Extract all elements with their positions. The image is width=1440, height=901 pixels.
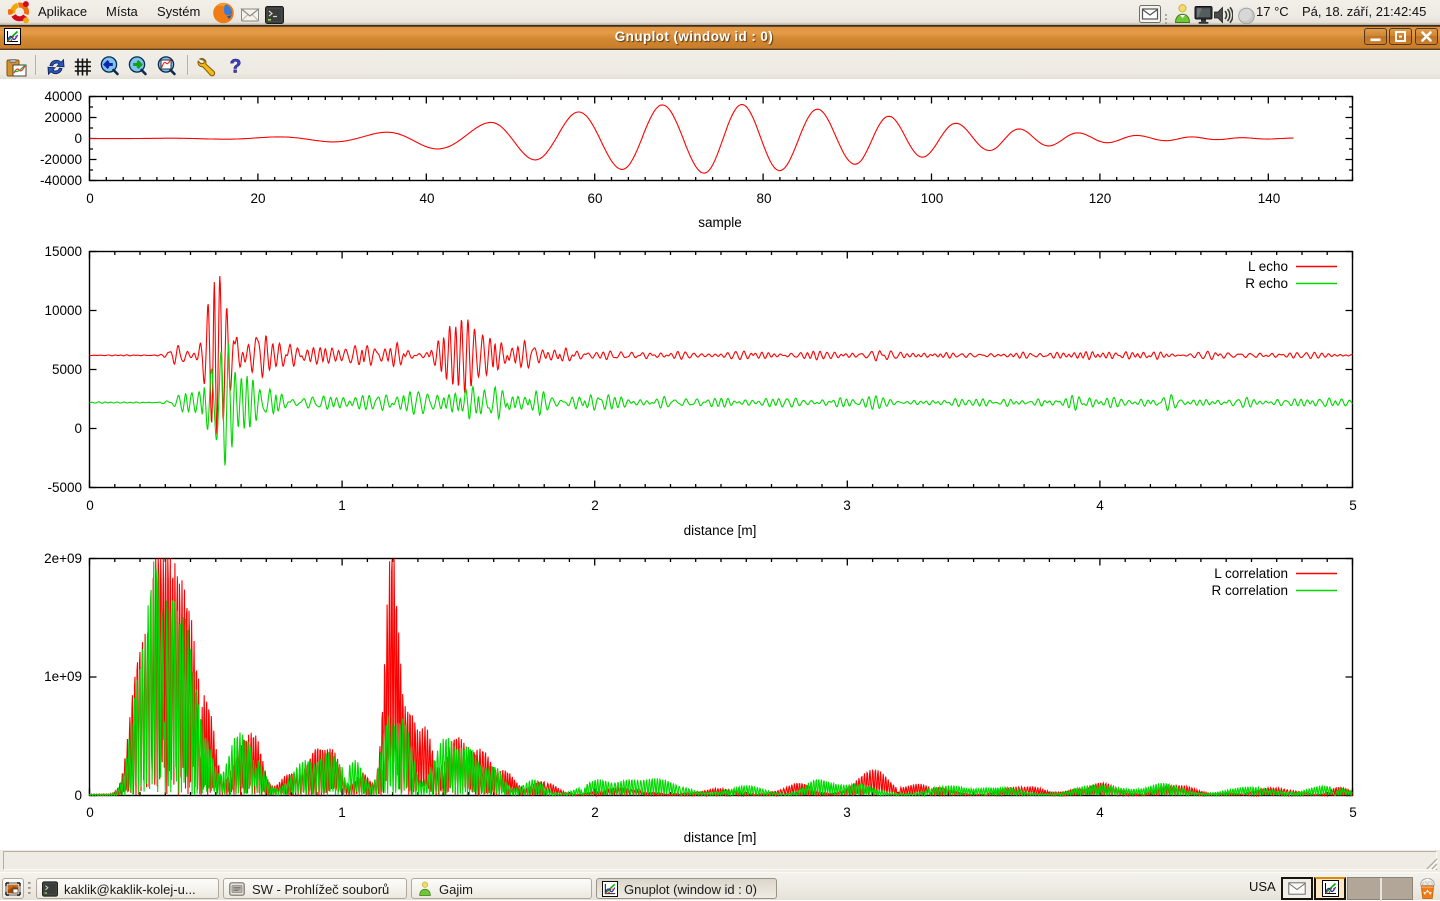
svg-text:5: 5 <box>1349 498 1357 513</box>
svg-text:R correlation: R correlation <box>1211 583 1288 598</box>
svg-text:15000: 15000 <box>44 244 82 259</box>
svg-text:L echo: L echo <box>1248 259 1288 274</box>
svg-text:0: 0 <box>74 131 82 146</box>
svg-text:100: 100 <box>921 191 944 206</box>
svg-text:3: 3 <box>843 498 851 513</box>
svg-text:60: 60 <box>587 191 602 206</box>
svg-text:-5000: -5000 <box>47 480 82 495</box>
svg-text:40000: 40000 <box>44 89 82 104</box>
svg-text:1: 1 <box>338 498 346 513</box>
svg-text:0: 0 <box>86 498 94 513</box>
svg-text:distance [m]: distance [m] <box>684 523 757 538</box>
svg-text:distance [m]: distance [m] <box>684 830 757 845</box>
svg-text:3: 3 <box>843 805 851 820</box>
svg-text:2: 2 <box>591 805 599 820</box>
svg-text:R echo: R echo <box>1245 276 1288 291</box>
svg-text:5000: 5000 <box>52 362 82 377</box>
svg-text:4: 4 <box>1096 498 1104 513</box>
svg-text:0: 0 <box>74 421 82 436</box>
svg-text:sample: sample <box>698 215 742 230</box>
svg-text:0: 0 <box>86 805 94 820</box>
svg-text:4: 4 <box>1096 805 1104 820</box>
svg-text:1e+09: 1e+09 <box>44 669 82 684</box>
svg-text:-40000: -40000 <box>40 173 82 188</box>
svg-text:80: 80 <box>756 191 771 206</box>
svg-text:-20000: -20000 <box>40 152 82 167</box>
svg-text:40: 40 <box>419 191 434 206</box>
svg-text:L correlation: L correlation <box>1214 566 1288 581</box>
svg-text:20000: 20000 <box>44 110 82 125</box>
svg-text:120: 120 <box>1089 191 1112 206</box>
svg-text:140: 140 <box>1258 191 1281 206</box>
svg-text:0: 0 <box>86 191 94 206</box>
svg-text:10000: 10000 <box>44 303 82 318</box>
svg-text:0: 0 <box>74 788 82 803</box>
svg-text:20: 20 <box>250 191 265 206</box>
svg-text:2: 2 <box>591 498 599 513</box>
svg-text:5: 5 <box>1349 805 1357 820</box>
svg-text:2e+09: 2e+09 <box>44 551 82 566</box>
svg-text:1: 1 <box>338 805 346 820</box>
svg-text:?: ? <box>230 57 242 78</box>
